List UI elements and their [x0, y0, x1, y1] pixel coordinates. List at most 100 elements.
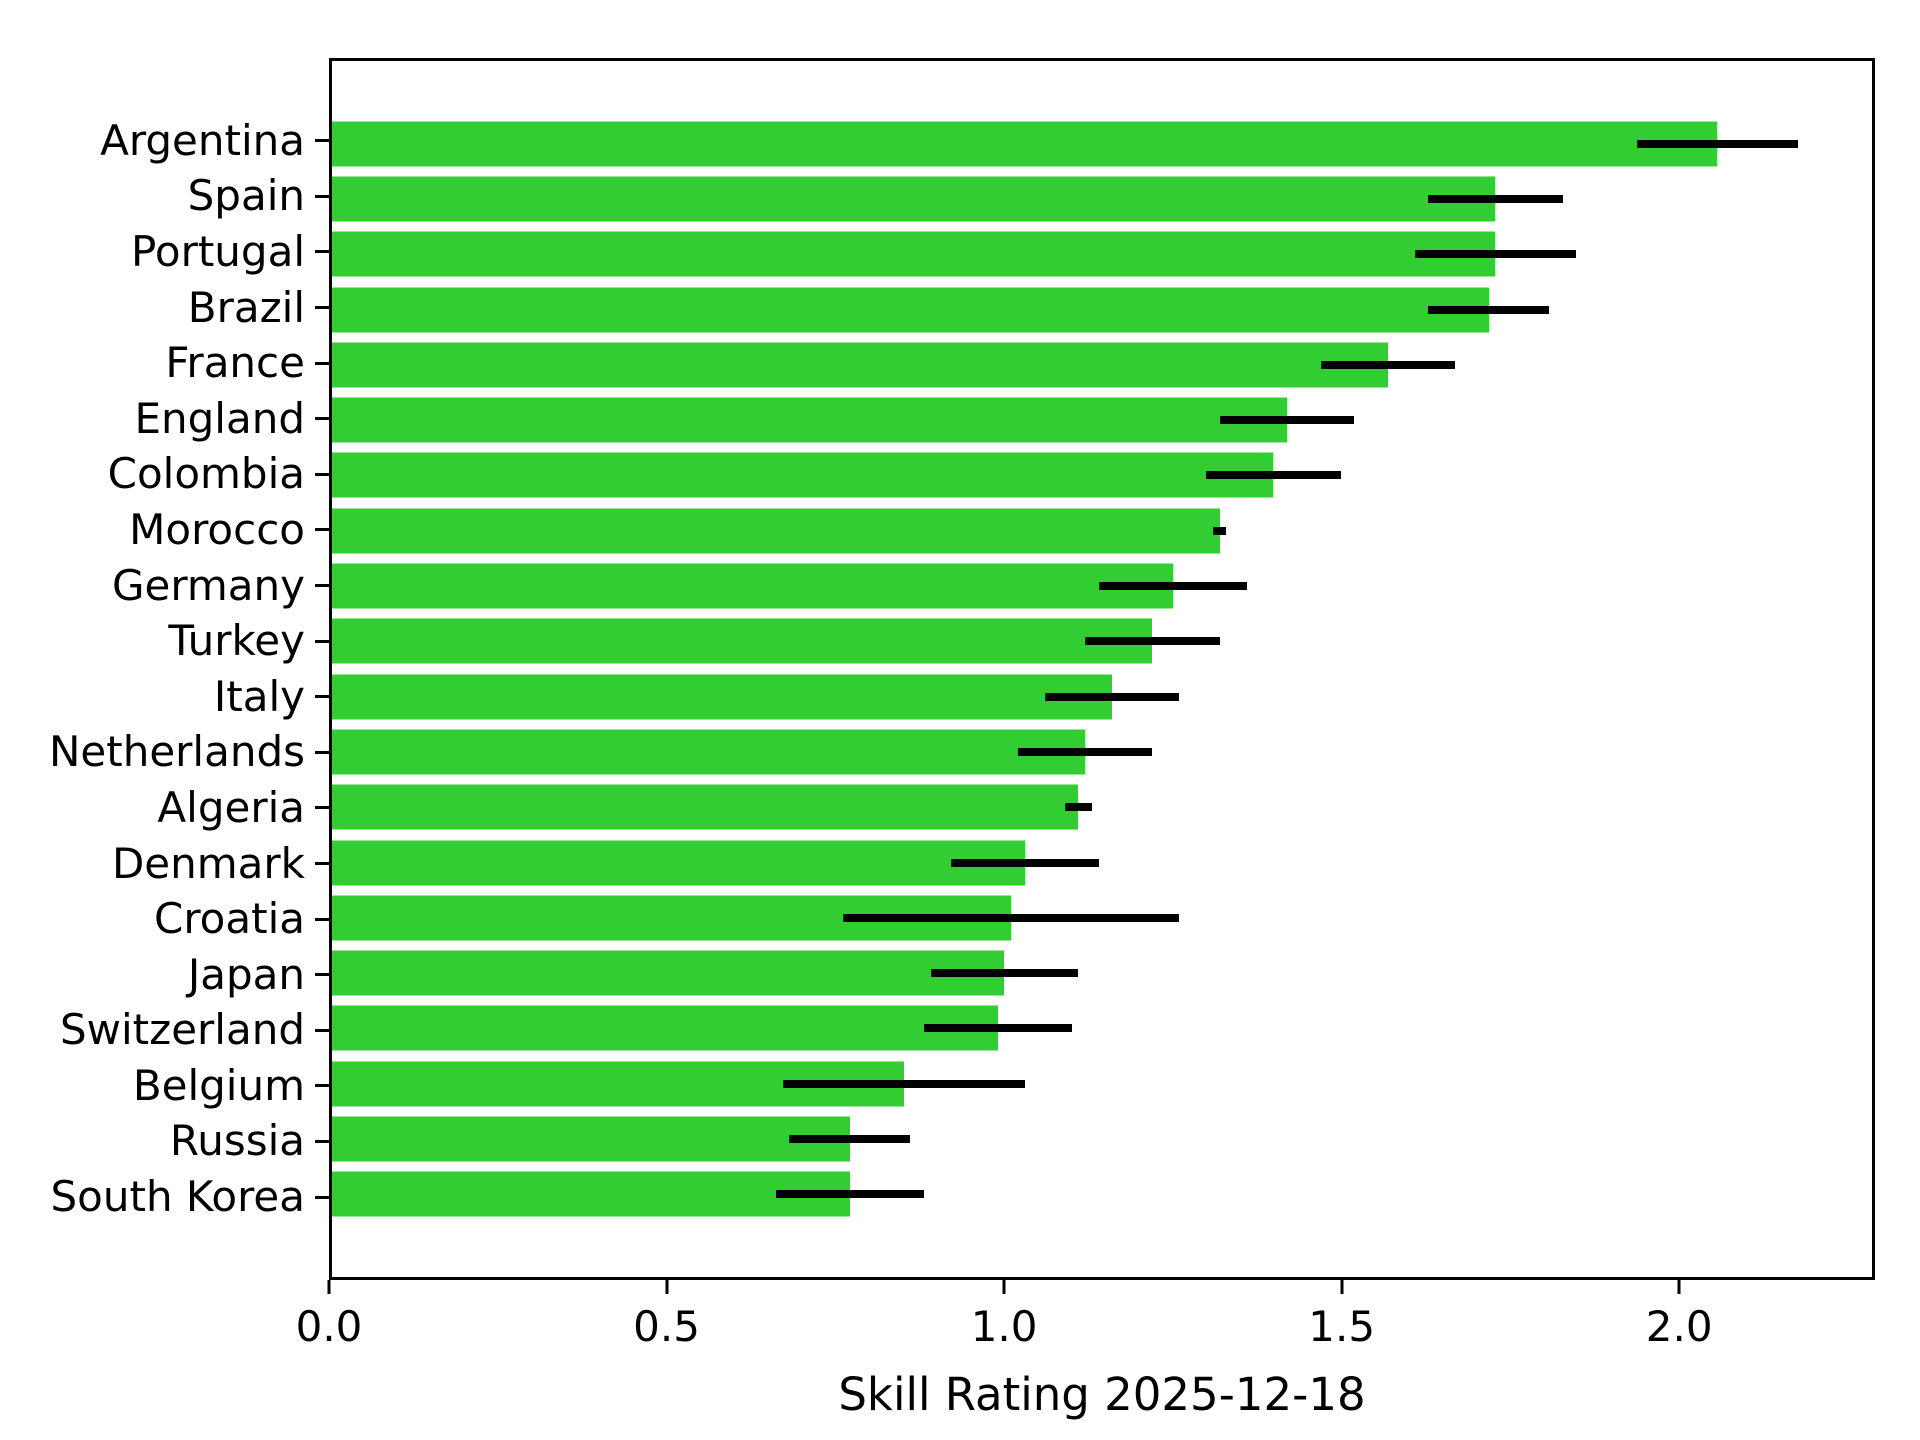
error-bar — [1428, 194, 1563, 203]
bar — [332, 840, 1025, 885]
bar — [332, 618, 1153, 664]
bar-row — [332, 890, 1872, 945]
bar — [332, 1005, 998, 1051]
error-bar — [1320, 360, 1456, 369]
bar-row — [332, 227, 1872, 282]
x-tick-mark — [1002, 1280, 1006, 1294]
y-tick-mark — [315, 528, 329, 532]
bar — [332, 784, 1079, 830]
y-tick-row: Japan — [0, 947, 329, 1003]
y-tick-mark — [315, 250, 329, 254]
category-label: Spain — [187, 171, 305, 221]
y-tick-mark — [315, 139, 329, 143]
y-axis-labels: Argentina Spain Portugal Brazil France Englan… — [0, 58, 329, 1280]
category-label: Portugal — [131, 226, 305, 276]
category-label: England — [134, 393, 305, 443]
bar-row — [332, 1001, 1872, 1056]
category-label: Netherlands — [48, 727, 305, 777]
y-tick-row: Germany — [0, 558, 329, 614]
bar-row — [332, 558, 1872, 613]
bar — [332, 231, 1496, 277]
error-bar — [782, 1079, 1025, 1088]
category-label: Denmark — [111, 838, 305, 888]
category-label: Turkey — [168, 616, 305, 666]
y-tick-mark — [315, 194, 329, 198]
y-tick-mark — [315, 417, 329, 421]
bar-row — [332, 835, 1872, 890]
error-bar — [1065, 803, 1092, 812]
error-bar — [843, 913, 1180, 922]
bar — [332, 397, 1287, 443]
y-tick-row: Switzerland — [0, 1003, 329, 1059]
bar-row — [332, 282, 1872, 337]
y-tick-mark — [315, 361, 329, 365]
bar-row — [332, 724, 1872, 779]
category-label: Morocco — [129, 504, 305, 554]
error-bar — [1085, 637, 1220, 646]
y-tick-row: Croatia — [0, 891, 329, 947]
y-tick-mark — [315, 1139, 329, 1143]
bar-rows — [332, 61, 1872, 1277]
y-tick-mark — [315, 472, 329, 476]
category-label: Italy — [213, 671, 305, 721]
category-label: Algeria — [157, 782, 305, 832]
y-tick-row: Argentina — [0, 113, 329, 169]
bar — [332, 729, 1086, 775]
y-tick-mark — [315, 1195, 329, 1199]
y-tick-row: Belgium — [0, 1058, 329, 1114]
y-tick-mark — [315, 639, 329, 643]
x-tick-label: 1.0 — [970, 1302, 1038, 1351]
plot-area — [329, 58, 1875, 1280]
error-bar — [775, 1190, 924, 1199]
x-tick-label: 2.0 — [1645, 1302, 1713, 1351]
error-bar — [923, 1024, 1072, 1033]
bar-row — [332, 503, 1872, 558]
x-tick-mark — [327, 1280, 331, 1294]
y-tick-row: France — [0, 335, 329, 391]
category-label: Germany — [111, 560, 305, 610]
x-axis: 0.0 0.5 1.0 1.5 2.0 — [296, 1280, 1875, 1400]
bar-row — [332, 448, 1872, 503]
error-bar — [1636, 139, 1799, 148]
x-tick-label: 1.5 — [1308, 1302, 1376, 1351]
y-tick-row: Netherlands — [0, 725, 329, 781]
error-bar — [1098, 582, 1247, 591]
bar-row — [332, 614, 1872, 669]
bar — [332, 508, 1220, 554]
bar-row — [332, 392, 1872, 447]
y-tick-row: South Korea — [0, 1169, 329, 1225]
x-tick-mark — [1677, 1280, 1681, 1294]
bar — [332, 563, 1173, 609]
y-tick-mark — [315, 806, 329, 810]
bar — [332, 452, 1274, 498]
x-tick-mark — [1340, 1280, 1344, 1294]
y-tick-row: Portugal — [0, 224, 329, 280]
bar-row — [332, 171, 1872, 226]
bar — [332, 121, 1718, 167]
error-bar — [930, 969, 1079, 978]
category-label: Brazil — [187, 282, 305, 332]
error-bar — [1428, 305, 1550, 314]
x-tick-mark — [665, 1280, 669, 1294]
bar — [332, 287, 1489, 333]
category-label: Japan — [187, 949, 305, 999]
error-bar — [1017, 747, 1153, 756]
error-bar — [950, 858, 1099, 867]
category-label: Argentina — [100, 115, 305, 165]
category-label: South Korea — [50, 1172, 305, 1222]
bar — [332, 342, 1388, 388]
y-tick-row: Algeria — [0, 780, 329, 836]
bar — [332, 950, 1005, 996]
category-label: Switzerland — [60, 1005, 305, 1055]
bar-row — [332, 337, 1872, 392]
y-tick-row: Brazil — [0, 280, 329, 336]
y-tick-row: Italy — [0, 669, 329, 725]
y-tick-row: Colombia — [0, 447, 329, 503]
error-bar — [789, 1134, 911, 1143]
error-bar — [1219, 416, 1355, 425]
error-bar — [1044, 692, 1180, 701]
category-label: France — [165, 338, 305, 388]
y-tick-row: Russia — [0, 1114, 329, 1170]
bar-row — [332, 945, 1872, 1000]
bar — [332, 1171, 850, 1217]
